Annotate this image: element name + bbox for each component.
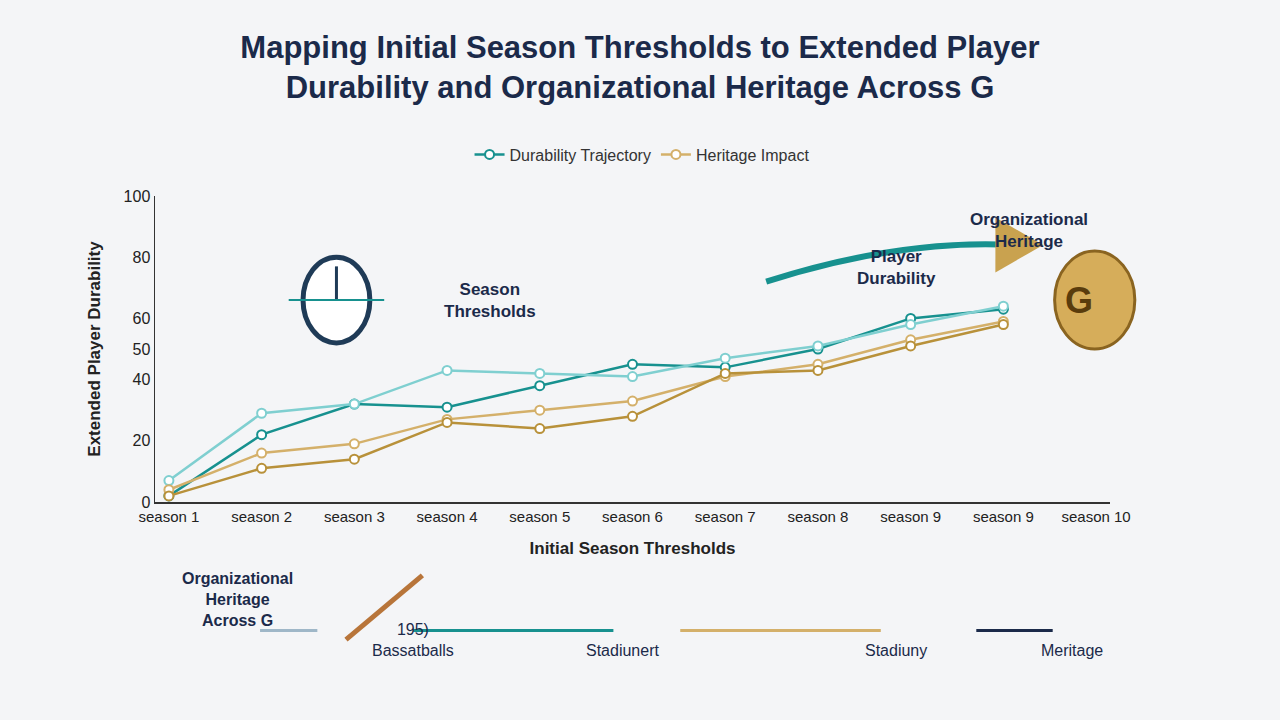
svg-text:season 8: season 8 bbox=[787, 508, 848, 525]
svg-text:40: 40 bbox=[133, 371, 151, 388]
svg-text:80: 80 bbox=[133, 249, 151, 266]
svg-text:Meritage: Meritage bbox=[1041, 642, 1103, 659]
svg-text:50: 50 bbox=[133, 341, 151, 358]
svg-text:season 3: season 3 bbox=[324, 508, 385, 525]
svg-text:SeasonThresholds: SeasonThresholds bbox=[444, 280, 536, 321]
svg-text:season 1: season 1 bbox=[138, 508, 199, 525]
svg-text:195)Bassatballs: 195)Bassatballs bbox=[372, 621, 454, 659]
svg-text:0: 0 bbox=[141, 494, 150, 511]
svg-text:Extended Player Durability: Extended Player Durability bbox=[85, 241, 104, 457]
svg-text:100: 100 bbox=[124, 188, 151, 205]
svg-text:OrganizationalHeritageAcross G: OrganizationalHeritageAcross G bbox=[182, 570, 293, 629]
svg-text:season 5: season 5 bbox=[509, 508, 570, 525]
svg-text:season 4: season 4 bbox=[417, 508, 478, 525]
svg-text:20: 20 bbox=[133, 432, 151, 449]
svg-text:PlayerDurability: PlayerDurability bbox=[857, 247, 936, 288]
svg-text:G: G bbox=[1065, 280, 1093, 321]
svg-text:season 9: season 9 bbox=[880, 508, 941, 525]
svg-text:60: 60 bbox=[133, 310, 151, 327]
svg-text:season 9: season 9 bbox=[973, 508, 1034, 525]
svg-text:Durability Trajectory: Durability Trajectory bbox=[510, 147, 651, 164]
svg-text:season 7: season 7 bbox=[695, 508, 756, 525]
svg-text:season 2: season 2 bbox=[231, 508, 292, 525]
svg-text:Heritage Impact: Heritage Impact bbox=[696, 147, 809, 164]
svg-text:season 10: season 10 bbox=[1061, 508, 1130, 525]
svg-text:Mapping Initial Season Thresho: Mapping Initial Season Thresholds to Ext… bbox=[240, 30, 1039, 105]
svg-text:Stadiuny: Stadiuny bbox=[865, 642, 927, 659]
svg-text:season 6: season 6 bbox=[602, 508, 663, 525]
svg-text:Stadiunert: Stadiunert bbox=[586, 642, 659, 659]
svg-text:Initial Season Thresholds: Initial Season Thresholds bbox=[530, 539, 736, 558]
svg-text:OrganizationalHeritage: OrganizationalHeritage bbox=[970, 210, 1088, 251]
